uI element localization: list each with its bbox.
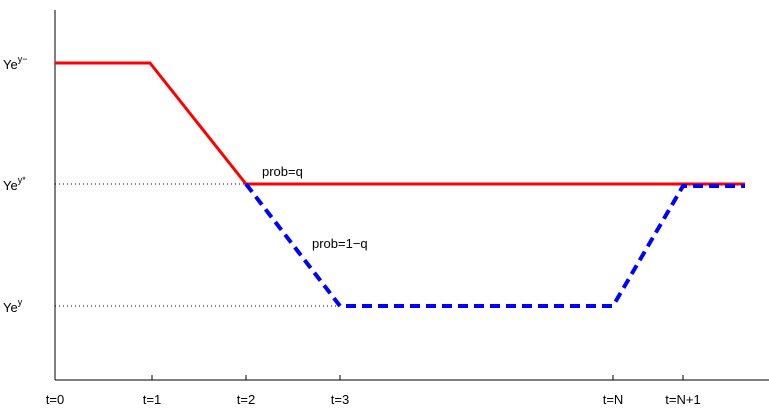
annotation: prob=q	[262, 164, 303, 179]
x-label: t=N	[603, 392, 624, 407]
x-label: t=3	[331, 392, 349, 407]
x-ticks	[151, 375, 684, 380]
x-label: t=1	[143, 392, 161, 407]
label-base: Ye	[3, 57, 18, 72]
label-base: Ye	[3, 178, 18, 193]
y-label: Yey−	[3, 54, 27, 72]
path-q	[55, 61, 745, 186]
x-label: t=N+1	[665, 392, 700, 407]
annotation: prob=1−q	[312, 236, 368, 251]
label-sup: y	[18, 297, 23, 307]
x-label: t=2	[237, 392, 255, 407]
y-label: Yey	[3, 297, 23, 315]
path-1-q	[244, 182, 745, 308]
label-sup: y*	[18, 175, 27, 185]
label-base: Ye	[3, 300, 18, 315]
label-sup: y−	[18, 54, 28, 64]
y-label: Yey*	[3, 175, 26, 193]
x-label: t=0	[46, 392, 64, 407]
